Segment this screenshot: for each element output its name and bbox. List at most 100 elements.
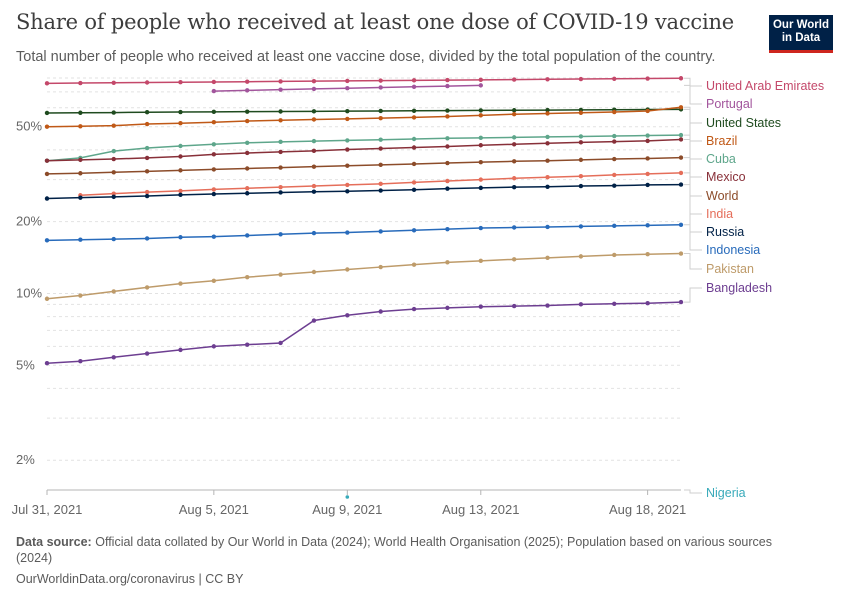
data-point: [111, 170, 116, 175]
data-point: [278, 149, 283, 155]
data-point: [678, 299, 684, 305]
x-tick-label: Jul 31, 2021: [12, 502, 83, 517]
data-point: [411, 161, 417, 167]
legend-connector: [684, 253, 702, 270]
data-point: [44, 124, 50, 129]
data-point: [278, 340, 283, 346]
series-line: [46, 252, 682, 300]
series-line: [46, 106, 682, 128]
footer-url[interactable]: OurWorldinData.org/coronavirus | CC BY: [16, 572, 244, 586]
data-point: [245, 342, 250, 347]
data-point: [445, 83, 450, 89]
data-point: [345, 163, 350, 168]
data-point: [478, 304, 483, 309]
data-point: [78, 124, 83, 129]
data-point: [111, 355, 116, 360]
data-point: [345, 230, 350, 235]
logo-line-1: Our World: [772, 19, 829, 31]
data-point: [44, 296, 50, 301]
data-source-label: Data source:: [16, 535, 92, 549]
series-india: [78, 170, 684, 198]
data-point: [678, 182, 684, 187]
legend-connector: [684, 106, 702, 142]
data-point: [545, 141, 550, 146]
data-point: [378, 108, 383, 114]
data-point: [411, 78, 417, 83]
data-point: [178, 192, 183, 198]
data-point: [411, 180, 417, 185]
data-point: [144, 351, 150, 356]
data-point: [345, 108, 350, 114]
legend-connector: [684, 172, 702, 215]
data-point: [311, 138, 317, 144]
series-line: [46, 183, 682, 200]
data-point: [211, 187, 217, 192]
data-point: [545, 175, 550, 180]
series-bangladesh: [44, 299, 684, 366]
data-point: [411, 136, 417, 142]
data-point: [411, 115, 417, 120]
owid-logo[interactable]: Our World in Data: [769, 15, 833, 53]
data-point: [645, 252, 650, 257]
data-point: [445, 226, 450, 232]
data-point: [211, 120, 217, 125]
data-point: [278, 272, 283, 277]
data-point: [511, 135, 517, 140]
data-point: [645, 171, 650, 177]
legend-connector: [684, 138, 702, 178]
data-point: [511, 112, 517, 117]
data-point: [578, 76, 584, 82]
data-point: [211, 142, 217, 147]
y-tick-label: 20%: [16, 214, 42, 229]
data-point: [278, 232, 283, 237]
data-point: [511, 184, 517, 190]
x-tick-label: Aug 18, 2021: [609, 502, 686, 517]
data-point: [645, 108, 650, 114]
data-point: [245, 109, 250, 114]
data-point: [678, 251, 684, 256]
series-line: [46, 224, 682, 242]
data-point: [645, 76, 650, 81]
legend-connector: [684, 184, 702, 233]
data-point: [111, 80, 116, 85]
data-point: [612, 183, 617, 188]
data-point: [411, 306, 417, 312]
y-tick-label: 5%: [16, 357, 35, 372]
data-point: [378, 78, 383, 83]
data-point: [345, 189, 350, 194]
data-point: [44, 238, 50, 243]
data-point: [178, 109, 183, 115]
y-tick-label: 2%: [16, 452, 35, 467]
x-tick-label: Aug 9, 2021: [312, 502, 382, 517]
data-point: [311, 183, 317, 189]
legend-connector: [684, 287, 702, 303]
legend-label: Russia: [706, 225, 744, 239]
data-point: [578, 254, 584, 259]
data-point: [278, 165, 283, 170]
data-point: [178, 80, 183, 85]
series-indonesia: [44, 222, 684, 243]
data-point: [345, 267, 350, 272]
data-point: [478, 83, 483, 88]
legend-connector: [684, 108, 702, 124]
data-point: [78, 80, 83, 86]
data-point: [311, 109, 317, 114]
data-point: [678, 222, 684, 227]
data-point: [612, 301, 617, 306]
data-point: [411, 262, 417, 267]
data-point: [245, 140, 250, 146]
data-point: [245, 79, 250, 84]
data-point: [478, 185, 483, 191]
data-point: [378, 85, 383, 90]
data-point: [311, 86, 317, 92]
data-point: [478, 143, 483, 148]
data-point: [612, 109, 617, 115]
data-point: [311, 230, 317, 236]
data-point: [578, 174, 584, 179]
legend-connector: [684, 224, 702, 251]
legend-label: United States: [706, 116, 781, 130]
data-point: [478, 135, 483, 141]
data-point: [411, 187, 417, 192]
series-line: [46, 301, 682, 364]
data-point: [144, 193, 150, 199]
